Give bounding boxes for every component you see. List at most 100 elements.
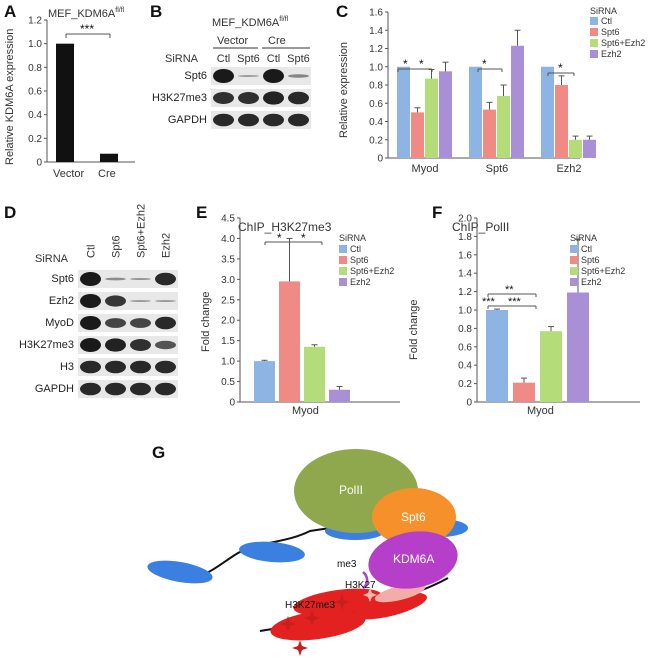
blot-band-1-1 (238, 92, 259, 104)
panel-e-bar-0-1 (279, 281, 300, 402)
lane-label-3: Spt6 (287, 53, 310, 65)
f-ytick-label-6: 1.2 (458, 287, 472, 298)
panel-e: E ChIP_H3K27me3 Fold change 0 0.5 1.0 1.5 2.… (196, 203, 400, 417)
panel-b-lane-labels: Ctl Spt6 Ctl Spt6 (217, 53, 310, 65)
e-ytick-label-4: 2.0 (221, 316, 235, 327)
blot-row-label-1: Ezh2 (49, 295, 74, 307)
panel-c-legend-swatch-0 (590, 17, 598, 25)
panel-c-sig-2: * (419, 57, 424, 71)
panel-c-legend-label-3: Ezh2 (601, 49, 622, 59)
panel-f-legend-swatch-0 (570, 245, 578, 253)
panel-a-bar-vector (56, 43, 74, 162)
blot-band-0-3 (288, 74, 309, 78)
c-ytick-label-7: 1.4 (369, 26, 383, 37)
panel-f-bar-0-2 (540, 331, 562, 402)
f-ytick-label-4: 0.8 (458, 324, 472, 335)
panel-e-xtick: Myod (292, 405, 319, 417)
f-ytick-label-2: 0.4 (458, 361, 472, 372)
f-ytick-label-5: 1.0 (458, 306, 472, 317)
blot-strip-2 (78, 314, 178, 332)
panel-a-bar-cre (100, 153, 118, 162)
methyl-star-icon-1 (334, 594, 350, 610)
blot-band-3-2 (130, 339, 151, 351)
lane-label-0: Ctl (86, 245, 98, 258)
c-ytick-label-6: 1.2 (369, 44, 383, 55)
e-ytick-label-3: 1.5 (221, 336, 235, 347)
panel-e-legend-label-0: Ctl (350, 244, 361, 254)
nucleosome-red-3 (353, 592, 427, 620)
panel-c-bar-1-0 (469, 66, 482, 158)
panel-c-sig-4: * (558, 61, 563, 75)
blot-band-0-0 (80, 272, 101, 286)
blot-strip-1 (78, 292, 178, 310)
blot-band-5-2 (130, 382, 151, 396)
blot-band-2-2 (130, 318, 151, 328)
panel-f-ylabel: Fold change (408, 299, 420, 360)
panel-f-xtick: Myod (527, 405, 554, 417)
panel-e-title: ChIP_H3K27me3 (238, 220, 332, 234)
panel-c-bar-0-2 (425, 78, 438, 158)
panel-d-label: D (4, 203, 16, 222)
h3k27me3-label: H3K27me3 (285, 600, 335, 611)
methyl-star-icon-3 (280, 616, 296, 632)
blot-band-5-0 (80, 382, 101, 396)
blot-band-2-0 (80, 316, 101, 330)
lane-label-1: Spt6 (237, 53, 260, 65)
h3k27-label: H3K27 (345, 580, 376, 591)
panel-c-bar-0-3 (439, 71, 452, 158)
spt6-protein (372, 488, 456, 546)
blot-band-1-3 (288, 91, 309, 105)
me3-label: me3 (337, 559, 357, 570)
panel-c-bar-2-1 (555, 85, 568, 158)
panel-b-group-cre: Cre (268, 35, 286, 47)
blot-band-2-3 (288, 113, 309, 127)
panel-a-ytick-label-1: 0.2 (28, 134, 42, 145)
e-ytick-label-0: 0 (229, 398, 235, 409)
blot-band-1-3 (155, 300, 176, 302)
f-ytick-label-3: 0.6 (458, 342, 472, 353)
blot-band-5-1 (105, 382, 126, 396)
panel-f-bar-0-1 (513, 382, 535, 402)
panel-e-bar-0-0 (254, 361, 275, 402)
panel-f-bars (486, 238, 589, 402)
blot-strip-3 (78, 336, 178, 354)
f-ytick-label-1: 0.2 (458, 379, 472, 390)
panel-f-legend-swatch-3 (570, 278, 578, 286)
kdm6a-label: KDM6A (393, 552, 434, 566)
panel-f-legend-label-3: Ezh2 (581, 277, 602, 287)
panel-c-legend-title: SiRNA (590, 6, 617, 16)
panel-e-legend-title: SiRNA (339, 233, 366, 243)
e-ytick-label-1: 0.5 (221, 377, 235, 388)
panel-a-ytick-label-6: 1.2 (28, 16, 42, 27)
c-ytick-label-0: 0 (377, 154, 383, 165)
c-ytick-label-4: 0.8 (369, 81, 383, 92)
panel-f-sig-3: *** (508, 296, 522, 308)
panel-b-sirna-label: SiRNA (165, 53, 199, 65)
panel-c-bars (397, 29, 596, 159)
panel-e-sig-2: * (301, 231, 306, 245)
blot-strip-0 (78, 270, 178, 288)
panel-e-bar-0-3 (329, 389, 350, 402)
nucleosome-blue-2 (239, 541, 305, 563)
panel-c-bar-1-1 (483, 109, 496, 158)
panel-a-ytick-label-5: 1.0 (28, 39, 42, 50)
panel-b-group-vector: Vector (217, 35, 249, 47)
f-ytick-label-9: 1.8 (458, 232, 472, 243)
blot-band-2-3 (155, 316, 176, 330)
panel-e-legend-label-2: Spt6+Ezh2 (350, 266, 394, 276)
blot-band-1-2 (263, 91, 284, 105)
panel-c-legend-swatch-3 (590, 50, 598, 58)
blot-band-2-0 (213, 113, 234, 127)
panel-c-label: C (336, 2, 348, 21)
panel-c-bar-2-3 (583, 139, 596, 158)
blot-row-label-3: H3K27me3 (19, 339, 74, 351)
spt6-label: Spt6 (401, 510, 426, 524)
blot-band-0-2 (130, 277, 151, 281)
panel-f-sig-1: ** (505, 284, 514, 296)
e-ytick-label-2: 1.0 (221, 357, 235, 368)
blot-row-label-0: Spt6 (184, 70, 207, 82)
panel-e-legend-swatch-0 (339, 245, 347, 253)
blot-band-4-2 (130, 360, 151, 374)
